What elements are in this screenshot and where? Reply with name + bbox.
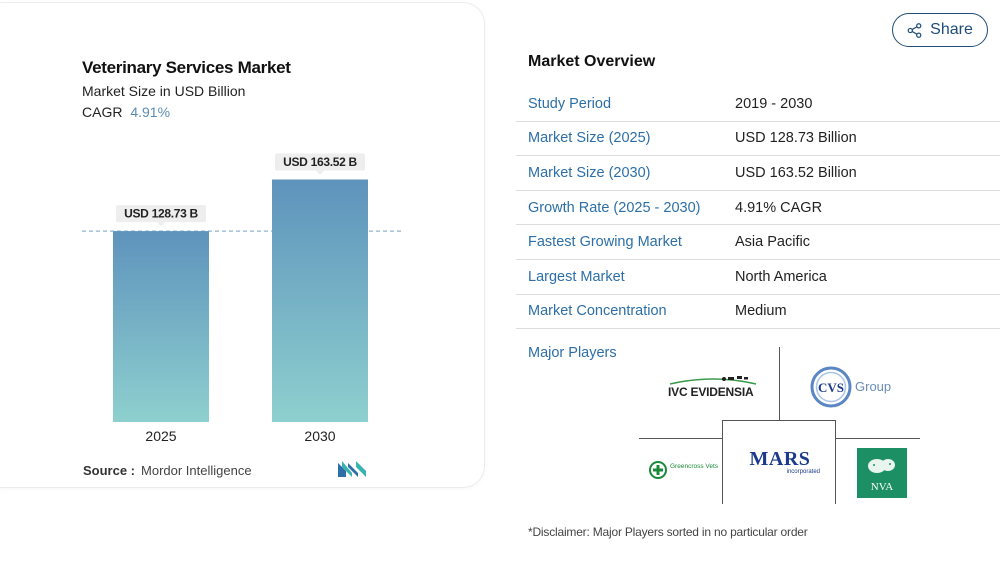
overview-row: Fastest Growing Market Asia Pacific <box>516 225 1000 260</box>
cagr-label: CAGR <box>82 104 123 120</box>
nva-animals-icon <box>868 459 895 473</box>
greencross-vets-text: Greencross Vets <box>670 463 719 470</box>
overview-value: North America <box>735 268 827 285</box>
mordor-logo-icon <box>338 461 366 477</box>
source-line: Source : Mordor Intelligence <box>83 463 252 478</box>
overview-key: Market Size (2025) <box>528 130 651 147</box>
bar-2030 <box>272 179 368 422</box>
bar-chart: USD 128.73 B 2025 USD 163.52 B 2030 <box>82 153 402 444</box>
bar-2025 <box>113 231 209 422</box>
mars-logo: MARS incorporated <box>736 449 824 479</box>
greencross-icon <box>649 461 667 479</box>
overview-title: Market Overview <box>528 53 656 70</box>
overview-key: Market Concentration <box>528 303 667 320</box>
nva-text: NVA <box>870 481 894 493</box>
overview-value: Medium <box>735 303 787 320</box>
ivc-animals-icon <box>669 376 757 385</box>
data-label-pointer <box>316 170 324 175</box>
overview-key: Growth Rate (2025 - 2030) <box>528 199 701 216</box>
ivc-evidensia-logo: IVC EVIDENSIA <box>668 372 758 402</box>
greencross-vets-logo: Greencross Vets <box>649 461 719 481</box>
x-tick-label: 2030 <box>304 428 335 444</box>
cagr-line: CAGR 4.91% <box>82 104 170 120</box>
data-label-pointer <box>157 222 165 227</box>
overview-value: 2019 - 2030 <box>735 95 813 112</box>
major-players-label: Major Players <box>528 345 617 361</box>
overview-table: Study Period 2019 - 2030 Market Size (20… <box>516 87 1000 330</box>
overview-row: Largest Market North America <box>516 260 1000 295</box>
overview-row: Market Size (2030) USD 163.52 Billion <box>516 156 1000 191</box>
chart-card <box>0 2 485 488</box>
x-tick-label: 2025 <box>145 428 176 444</box>
cagr-value: 4.91% <box>130 104 171 120</box>
overview-key: Market Size (2030) <box>528 164 651 181</box>
cvs-group-text: Group <box>855 379 892 394</box>
mars-text: MARS <box>749 448 811 470</box>
overview-key: Largest Market <box>528 268 625 285</box>
share-label: Share <box>930 21 973 38</box>
overview-value: USD 163.52 Billion <box>735 164 857 181</box>
chart-title: Veterinary Services Market <box>82 58 291 77</box>
share-button[interactable]: Share <box>892 13 988 47</box>
overview-row: Study Period 2019 - 2030 <box>516 87 1000 122</box>
disclaimer-text: *Disclaimer: Major Players sorted in no … <box>528 525 808 539</box>
data-label-badge <box>275 153 365 171</box>
data-label-badge <box>116 205 206 223</box>
overview-row: Market Size (2025) USD 128.73 Billion <box>516 122 1000 157</box>
ivc-evidensia-text: IVC EVIDENSIA <box>668 385 754 399</box>
data-label: USD 128.73 B <box>124 207 198 221</box>
cvs-circle-icon: CVS <box>810 366 852 408</box>
players-divider <box>639 438 722 439</box>
source-value: Mordor Intelligence <box>141 463 252 478</box>
overview-value: 4.91% CAGR <box>735 199 823 216</box>
data-label: USD 163.52 B <box>283 155 357 169</box>
players-divider <box>779 347 780 421</box>
nva-logo: NVA <box>857 448 907 498</box>
chart-subtitle: Market Size in USD Billion <box>82 83 246 99</box>
overview-value: USD 128.73 Billion <box>735 130 857 147</box>
overview-key: Study Period <box>528 95 612 112</box>
players-divider-box <box>722 420 836 504</box>
overview-row: Market Concentration Medium <box>516 295 1000 330</box>
cvs-group-logo: CVS Group <box>810 366 900 408</box>
players-divider <box>836 438 920 439</box>
cvs-mark-text: CVS <box>818 380 844 395</box>
overview-key: Fastest Growing Market <box>528 234 682 251</box>
source-label: Source : <box>83 463 136 478</box>
overview-value: Asia Pacific <box>735 234 810 251</box>
overview-row: Growth Rate (2025 - 2030) 4.91% CAGR <box>516 191 1000 226</box>
share-icon <box>907 22 922 38</box>
mars-incorporated-text: incorporated <box>786 469 820 475</box>
